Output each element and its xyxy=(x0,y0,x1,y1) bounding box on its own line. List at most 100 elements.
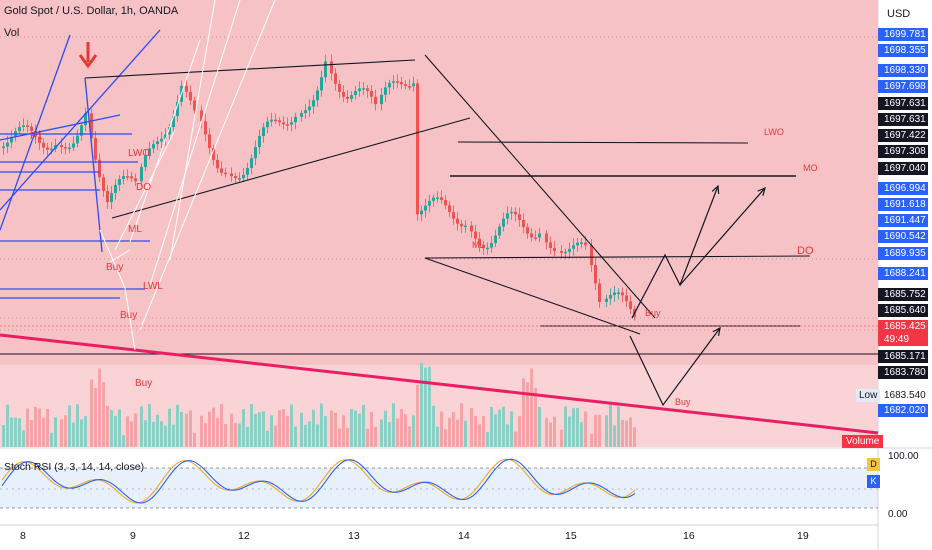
volume-bar xyxy=(506,424,509,447)
volume-bar xyxy=(436,426,439,447)
projection-arrow xyxy=(139,0,276,331)
volume-bar xyxy=(545,417,548,447)
volume-bar xyxy=(94,388,97,447)
candle xyxy=(522,219,525,228)
d-tag: D xyxy=(867,458,880,471)
candle xyxy=(274,119,277,122)
volume-bar xyxy=(396,418,399,447)
candle xyxy=(564,251,567,254)
label-lwo-right: LWO xyxy=(764,127,784,137)
candle xyxy=(300,113,303,117)
candle xyxy=(568,248,571,252)
volume-bar xyxy=(358,413,361,447)
candle xyxy=(130,176,133,179)
candle xyxy=(72,143,75,148)
volume-bar xyxy=(118,409,121,447)
volume-bar xyxy=(633,427,636,447)
volume-bar xyxy=(625,420,628,447)
volume-bar xyxy=(22,430,25,447)
price-label: 49:49 xyxy=(878,333,928,346)
candle xyxy=(102,177,105,192)
stoch-d-line xyxy=(1,458,636,504)
candle xyxy=(605,298,608,302)
volume-bar xyxy=(308,421,311,447)
volume-bar xyxy=(621,419,624,447)
candle xyxy=(316,90,319,101)
candle xyxy=(212,147,215,160)
candle xyxy=(2,146,5,149)
volume-bar xyxy=(164,425,167,447)
price-label: 1697.308 xyxy=(878,145,928,158)
volume-indicator-label[interactable]: Vol xyxy=(4,27,20,39)
volume-bar xyxy=(76,404,79,447)
volume-bar xyxy=(216,417,219,447)
time-label: 15 xyxy=(565,530,577,542)
volume-bar xyxy=(254,413,257,447)
time-label: 16 xyxy=(683,530,695,542)
candle xyxy=(254,146,257,159)
candle xyxy=(338,83,341,92)
label-buy: Buy xyxy=(106,262,123,273)
projection-arrow xyxy=(149,0,241,286)
label-buy: Buy xyxy=(135,378,152,389)
candle xyxy=(334,73,337,84)
volume-bar xyxy=(617,406,620,447)
volume-bar xyxy=(629,417,632,447)
candle xyxy=(312,100,315,107)
candle xyxy=(474,231,477,239)
volume-bar xyxy=(189,410,192,447)
candle xyxy=(76,135,79,144)
candle xyxy=(50,148,53,151)
volume-bar xyxy=(140,406,143,447)
price-label: 1697.631 xyxy=(878,113,928,126)
price-label: 1697.422 xyxy=(878,129,928,142)
price-label: 1691.618 xyxy=(878,198,928,211)
label-buy: Buy xyxy=(645,308,661,318)
candle xyxy=(374,96,377,105)
candle xyxy=(478,238,481,245)
label-ml-right: ML xyxy=(472,240,485,250)
price-label: 1683.780 xyxy=(878,366,928,379)
volume-bar xyxy=(440,411,443,447)
k-tag: K xyxy=(867,475,880,488)
candle xyxy=(342,91,345,97)
volume-bar xyxy=(130,421,133,447)
candle xyxy=(538,233,541,238)
volume-bar xyxy=(106,405,109,447)
candle xyxy=(270,119,273,122)
candle xyxy=(246,168,249,175)
stoch-k-line xyxy=(1,458,636,504)
candle xyxy=(486,247,489,250)
candle xyxy=(160,138,163,142)
volume-bar xyxy=(294,426,297,447)
candle xyxy=(266,121,269,128)
candle xyxy=(208,134,211,148)
volume-bar xyxy=(490,407,493,447)
candle xyxy=(176,101,179,117)
volume-bar xyxy=(576,408,579,447)
candle xyxy=(30,126,33,131)
candle xyxy=(6,142,9,147)
candle xyxy=(609,294,612,299)
label-r1: R1 xyxy=(30,131,43,142)
candle xyxy=(621,292,624,296)
time-label: 13 xyxy=(348,530,360,542)
volume-bar xyxy=(412,415,415,447)
volume-bar xyxy=(518,416,521,447)
candle xyxy=(204,121,207,135)
volume-bar xyxy=(30,420,33,447)
volume-bar xyxy=(553,416,556,447)
volume-bar xyxy=(148,404,151,447)
volume-bar xyxy=(172,424,175,447)
volume-bar xyxy=(452,411,455,447)
volume-bar xyxy=(424,367,427,447)
projection-arrow-up-2-head xyxy=(757,186,766,196)
candle xyxy=(392,81,395,83)
candle xyxy=(164,134,167,139)
candle xyxy=(294,116,297,123)
volume-bar xyxy=(416,384,419,447)
stoch-rsi-label[interactable]: Stoch RSI (3, 3, 14, 14, close) xyxy=(4,461,145,473)
price-label: 1691.447 xyxy=(878,214,928,227)
candle xyxy=(84,113,87,126)
